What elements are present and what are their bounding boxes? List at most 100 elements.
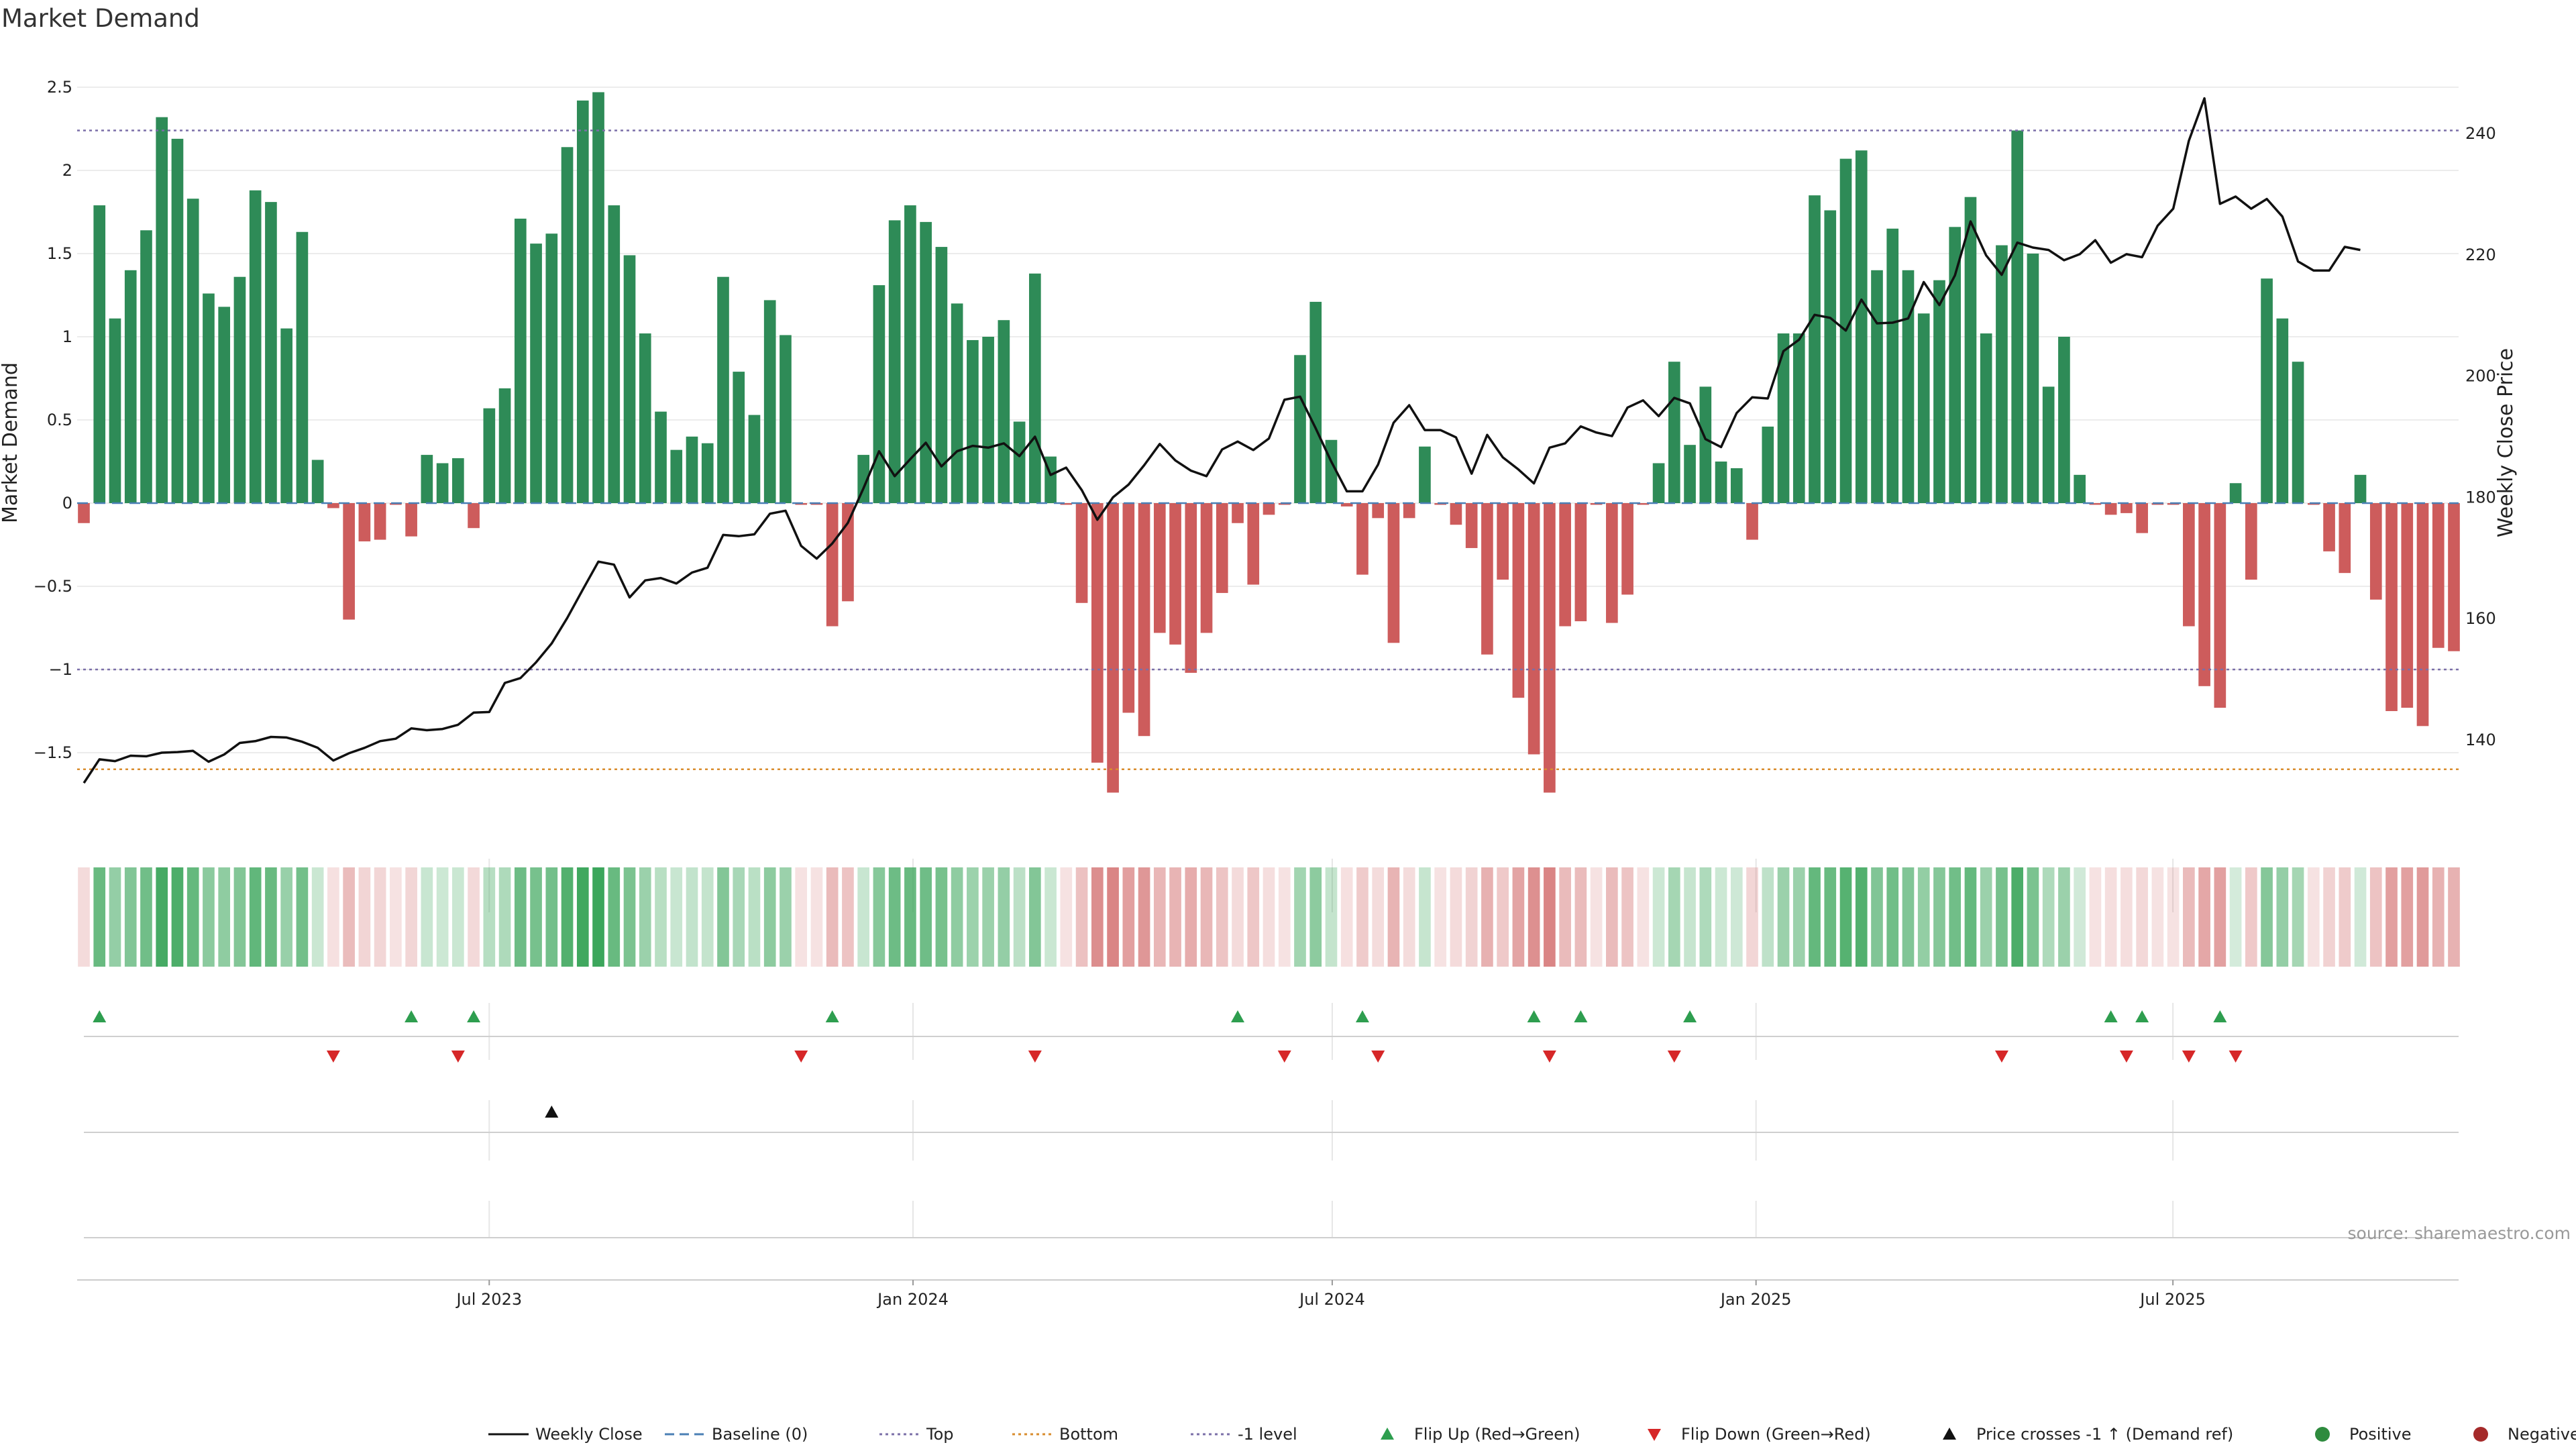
demand-bar [1917, 313, 1930, 503]
x-tick-label: Jul 2023 [455, 1290, 522, 1309]
demand-bar [2385, 503, 2398, 711]
demand-bar [951, 303, 963, 503]
heat-cell [2323, 867, 2335, 967]
demand-bar [2432, 503, 2445, 648]
y-tick-label: −1 [49, 660, 72, 679]
demand-bar [2136, 503, 2148, 533]
heat-cell [1902, 867, 1915, 967]
heat-cell [1777, 867, 1790, 967]
heat-cell [421, 867, 433, 967]
heat-cell [1715, 867, 1727, 967]
heat-cell [2136, 867, 2148, 967]
heat-cell [1527, 867, 1540, 967]
heat-cell [2229, 867, 2242, 967]
demand-bar [1356, 503, 1368, 575]
heat-cell [1606, 867, 1618, 967]
heat-cell [2276, 867, 2289, 967]
heat-cell [1075, 867, 1088, 967]
heat-cell [2432, 867, 2445, 967]
heat-cell [592, 867, 604, 967]
flip-down-marker [326, 1051, 340, 1063]
demand-bar [2354, 474, 2367, 503]
heat-cell [1684, 867, 1696, 967]
demand-bar [296, 231, 309, 503]
demand-bar [1871, 270, 1883, 503]
legend-swatch-triangle-down [1648, 1429, 1661, 1441]
heat-cell [1668, 867, 1680, 967]
heat-cell [623, 867, 636, 967]
heat-cell [1512, 867, 1525, 967]
demand-bar [78, 503, 90, 523]
demand-bar [2214, 503, 2226, 708]
heat-cell [1029, 867, 1041, 967]
flip-down-marker [1542, 1051, 1556, 1063]
heat-cell [733, 867, 745, 967]
legend-swatch-triangle-up [1943, 1428, 1956, 1440]
flip-up-marker [825, 1010, 839, 1022]
y2-tick-label: 180 [2465, 488, 2496, 506]
heat-cell [982, 867, 994, 967]
demand-bar [1730, 468, 1743, 503]
heat-cell [1465, 867, 1478, 967]
flip-down-marker [794, 1051, 808, 1063]
heat-cell [483, 867, 496, 967]
heat-cell [2245, 867, 2257, 967]
signal-strips [84, 1010, 2459, 1238]
heat-cell [2292, 867, 2304, 967]
demand-bar [1933, 280, 1945, 503]
demand-bar [2121, 503, 2133, 513]
demand-bar [2198, 503, 2210, 686]
flip-down-marker [2229, 1051, 2243, 1063]
close-line-layer [83, 97, 2361, 784]
heat-cell [951, 867, 963, 967]
demand-bar [311, 460, 324, 503]
demand-bar [233, 276, 246, 503]
heat-cell [1917, 867, 1930, 967]
heat-cell [1730, 867, 1743, 967]
demand-bar [780, 335, 792, 503]
heat-cell [1153, 867, 1166, 967]
heat-cell [530, 867, 542, 967]
heat-cell [1450, 867, 1462, 967]
flip-down-marker [2182, 1051, 2196, 1063]
demand-bar [1855, 150, 1868, 504]
flip-down-marker [1028, 1051, 1042, 1063]
heat-cell [795, 867, 808, 967]
demand-bar [670, 449, 683, 503]
demand-bar [1699, 386, 1712, 503]
heat-cell [156, 867, 168, 967]
heat-cell [1980, 867, 1992, 967]
heat-cell [857, 867, 870, 967]
y2-ticks: 140 160 180 200 220 240 [2465, 124, 2496, 749]
demand-bar [623, 255, 636, 503]
heat-cell [1590, 867, 1603, 967]
demand-bar [1497, 503, 1509, 580]
demand-bar [1122, 503, 1135, 713]
heat-cell [2198, 867, 2210, 967]
legend-label: Top [926, 1425, 954, 1444]
flip-down-marker [1667, 1051, 1681, 1063]
demand-bar [1247, 503, 1260, 585]
heat-cell [1497, 867, 1509, 967]
demand-bar [2448, 503, 2460, 651]
heat-cell [967, 867, 979, 967]
heat-cell [1871, 867, 1883, 967]
demand-bar [733, 372, 745, 503]
demand-bar [140, 230, 152, 503]
flip-up-marker [2135, 1010, 2149, 1022]
heat-cell [1200, 867, 1213, 967]
demand-bar [358, 503, 371, 542]
flip-up-marker [1527, 1010, 1541, 1022]
heat-cell [1637, 867, 1650, 967]
legend-label: Flip Up (Red→Green) [1414, 1425, 1580, 1444]
demand-bar [2292, 362, 2304, 503]
demand-bar [1621, 503, 1633, 595]
flip-up-marker [1231, 1010, 1245, 1022]
heat-cell [1949, 867, 1962, 967]
heat-cell [701, 867, 714, 967]
demand-bar [124, 270, 137, 503]
demand-bar [2027, 254, 2039, 503]
demand-bar [1652, 463, 1665, 503]
heat-cell [2042, 867, 2055, 967]
demand-bar [1075, 503, 1088, 603]
